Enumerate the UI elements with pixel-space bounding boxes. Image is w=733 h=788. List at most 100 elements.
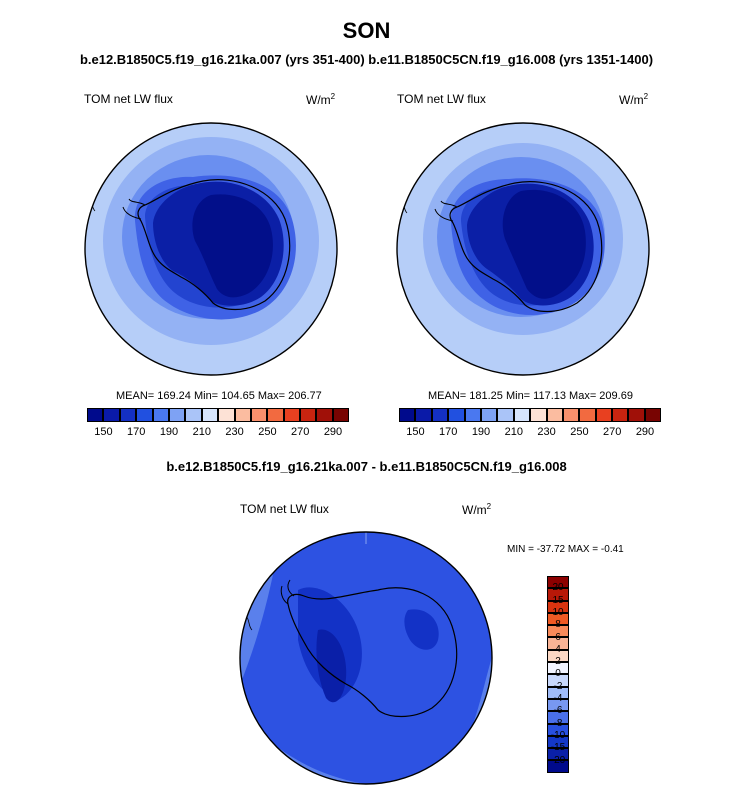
colorbar-swatch (547, 649, 569, 663)
diff-map (239, 531, 493, 785)
colorbar-swatch (547, 698, 569, 712)
colorbar-tick-label: 4 (555, 643, 561, 655)
colorbar-swatch (546, 408, 563, 422)
panel-left-colorbar (87, 408, 350, 422)
colorbar-swatch (415, 408, 432, 422)
colorbar-swatch (448, 408, 465, 422)
colorbar-tick-label: 250 (570, 426, 589, 438)
colorbar-swatch (201, 408, 219, 422)
colorbar-swatch (547, 576, 569, 589)
right-peninsula-coast (434, 200, 458, 222)
colorbar-tick-label: 6 (555, 631, 561, 643)
colorbar-tick-label: -20 (550, 754, 566, 766)
colorbar-tick-label: 150 (406, 426, 425, 438)
colorbar-swatch (300, 408, 317, 422)
panel-left-stats: MEAN= 169.24 Min= 104.65 Max= 206.77 (116, 390, 322, 402)
colorbar-tick-label: 2 (555, 656, 561, 668)
colorbar-tick-label: 15 (552, 594, 564, 606)
colorbar-swatch (399, 408, 416, 422)
diff-title: b.e12.B1850C5.f19_g16.21ka.007 - b.e11.B… (166, 459, 567, 474)
colorbar-tick-label: 150 (94, 426, 113, 438)
colorbar-tick-label: -6 (553, 705, 563, 717)
colorbar-swatch (87, 408, 104, 422)
diff-light-west (240, 560, 276, 690)
colorbar-tick-label: 270 (603, 426, 622, 438)
colorbar-swatch (464, 408, 481, 422)
colorbar-swatch (579, 408, 596, 422)
colorbar-tick-label: 10 (552, 606, 564, 618)
colorbar-swatch (547, 686, 569, 699)
colorbar-swatch (547, 625, 569, 638)
colorbar-tick-label: -8 (553, 717, 563, 729)
figure-title: SON (342, 18, 391, 43)
diff-units: W/m2 (462, 502, 492, 517)
colorbar-swatch (136, 408, 153, 422)
diff-darker-patch (316, 629, 347, 703)
colorbar-swatch (547, 723, 569, 736)
colorbar-swatch (497, 408, 514, 422)
colorbar-swatch (234, 408, 251, 422)
colorbar-swatch (431, 408, 449, 422)
colorbar-swatch (547, 600, 569, 613)
colorbar-tick-label: 190 (159, 426, 179, 438)
right-antarctica-plateau (502, 189, 586, 299)
colorbar-swatch (332, 408, 350, 422)
colorbar-tick-label: 230 (225, 426, 244, 438)
colorbar-swatch (513, 408, 531, 422)
colorbar-swatch (218, 408, 235, 422)
colorbar-swatch (547, 637, 569, 650)
colorbar-tick-label: 8 (555, 619, 561, 631)
colorbar-swatch (168, 408, 186, 422)
colorbar-swatch (119, 408, 137, 422)
panel-right-stats: MEAN= 181.25 Min= 117.13 Max= 209.69 (428, 390, 633, 402)
colorbar-tick-label: 250 (258, 426, 277, 438)
colorbar-tick-label: 210 (504, 426, 523, 438)
colorbar-swatch (547, 748, 569, 761)
panel-right-colorbar (399, 408, 662, 422)
figure-subtitle: b.e12.B1850C5.f19_g16.21ka.007 (yrs 351-… (79, 52, 654, 67)
colorbar-swatch (547, 588, 569, 601)
panel-right-units: W/m2 (619, 92, 649, 107)
colorbar-swatch (547, 760, 569, 773)
colorbar-swatch (185, 408, 202, 422)
colorbar-tick-label: -2 (553, 680, 563, 692)
colorbar-swatch (547, 711, 569, 724)
colorbar-tick-label: 170 (127, 426, 146, 438)
colorbar-swatch (250, 408, 268, 422)
colorbar-swatch (316, 408, 333, 422)
colorbar-tick-label: 170 (439, 426, 458, 438)
colorbar-tick-label: 20 (552, 582, 564, 594)
colorbar-tick-label: -15 (550, 742, 566, 754)
left-coastline (137, 179, 291, 311)
diff-dark-patch-2 (404, 609, 439, 650)
diff-variable: TOM net LW flux (240, 502, 329, 516)
colorbar-tick-label: 290 (635, 426, 655, 438)
colorbar-swatch (547, 735, 569, 749)
colorbar-tick-label: 190 (471, 426, 491, 438)
colorbar-tick-label: 290 (323, 426, 343, 438)
colorbar-swatch (562, 408, 580, 422)
diff-coastline (287, 587, 458, 718)
colorbar-swatch (103, 408, 120, 422)
left-peninsula-coast (122, 198, 146, 220)
panel-left-map (84, 122, 338, 376)
colorbar-tick-label: -4 (553, 693, 563, 704)
colorbar-tick-label: 0 (555, 668, 561, 680)
colorbar-swatch (480, 408, 498, 422)
colorbar-tick-label: 270 (291, 426, 310, 438)
diff-base-field (240, 532, 492, 784)
panel-right-variable: TOM net LW flux (397, 92, 486, 106)
colorbar-swatch (644, 408, 662, 422)
panel-left-units: W/m2 (306, 92, 336, 107)
left-antarctica-plateau (192, 194, 273, 298)
colorbar-swatch (267, 408, 284, 422)
colorbar-swatch (547, 674, 569, 687)
panel-right-map (396, 122, 650, 376)
diff-minmax: MIN = -37.72 MAX = -0.41 (507, 544, 624, 555)
right-coastline (449, 181, 603, 313)
colorbar-swatch (612, 408, 629, 422)
colorbar-swatch (152, 408, 169, 422)
colorbar-swatch (547, 612, 569, 626)
colorbar-swatch (595, 408, 613, 422)
colorbar-swatch (628, 408, 645, 422)
